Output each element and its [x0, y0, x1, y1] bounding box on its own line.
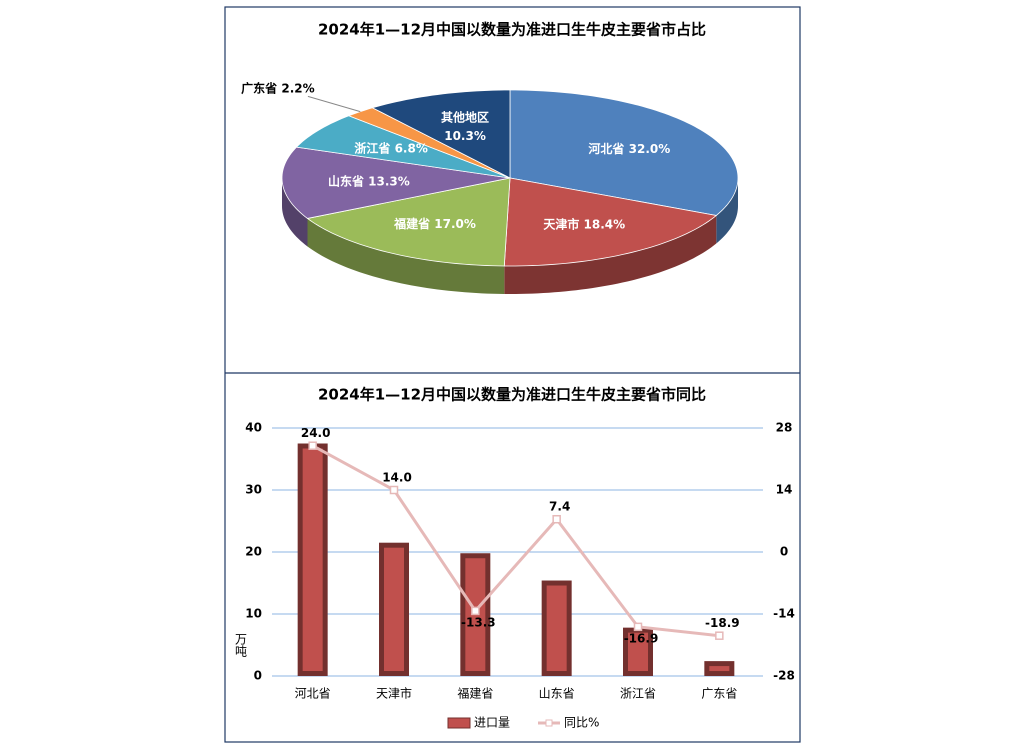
slice-side: [282, 178, 308, 247]
point: [633, 622, 643, 632]
slice-value: 6.8%: [395, 141, 428, 155]
bar-face: [628, 632, 648, 671]
x-tick-label: 浙江省: [620, 687, 656, 701]
slice-value: 17.0%: [434, 217, 476, 231]
x-tick-label: 河北省: [295, 687, 331, 701]
slice: [371, 89, 511, 179]
slice-label: 山东省 13.3%: [328, 173, 410, 188]
line: [311, 444, 720, 638]
slice-label: 福建省 17.0%: [393, 216, 476, 231]
bar-face: [709, 666, 730, 672]
leader-line: [307, 95, 361, 113]
bar-face: [302, 448, 323, 671]
slice: [503, 177, 718, 267]
slice-label: 浙江省 6.8%: [354, 140, 427, 155]
slice-value: 18.4%: [584, 217, 626, 231]
point: [389, 485, 399, 495]
bar-face: [546, 585, 567, 671]
value-label: 14.0: [382, 471, 412, 485]
x-tick-label: 广东省: [701, 687, 737, 701]
slice-value: 13.3%: [368, 174, 410, 188]
y2-tick-label: 14: [776, 483, 793, 497]
legend-marker: [545, 719, 553, 727]
point: [471, 606, 480, 616]
slice-value: 32.0%: [629, 141, 671, 155]
y-axis-label: 万吨: [234, 633, 248, 657]
slice-label: 广东省 2.2%: [241, 80, 314, 95]
bar-face: [384, 547, 404, 671]
y2-tick-label: -28: [773, 669, 795, 683]
slice-category: 天津市: [543, 216, 579, 231]
pie-title: 2024年1—12月中国以数量为准进口生牛皮主要省市占比: [318, 21, 706, 39]
y-tick-label: 0: [254, 669, 262, 683]
slice-label: 天津市 18.4%: [543, 216, 625, 231]
slice: [281, 146, 511, 219]
slice-category: 浙江省: [354, 140, 390, 155]
slice-side: [716, 178, 738, 244]
value-label: -16.9: [624, 631, 659, 645]
value-label: -18.9: [705, 616, 740, 630]
y-tick-label: 20: [245, 545, 262, 559]
x-tick-label: 天津市: [376, 686, 412, 701]
slice: [295, 115, 511, 179]
slice-category: 河北省: [587, 140, 624, 155]
slice-category: 广东省: [241, 80, 277, 95]
x-tick-label: 福建省: [457, 686, 493, 701]
slice-category: 福建省: [393, 216, 430, 231]
x-tick-label: 山东省: [539, 687, 575, 701]
bar-title: 2024年1—12月中国以数量为准进口生牛皮主要省市同比: [318, 386, 706, 404]
legend-label: 同比%: [564, 716, 599, 730]
point: [552, 514, 561, 524]
y-tick-label: 40: [245, 421, 262, 435]
y-tick-label: 30: [245, 483, 262, 497]
slice-side: [307, 218, 505, 294]
value-label: -13.3: [461, 615, 496, 629]
point: [308, 441, 317, 450]
legend-swatch: [447, 717, 471, 729]
slice-side: [504, 215, 717, 294]
y2-tick-label: 0: [780, 545, 788, 559]
y-tick-label: 10: [245, 607, 262, 621]
slice: [509, 89, 739, 216]
slice-value: 10.3%: [444, 129, 486, 143]
legend-label: 进口量: [474, 716, 510, 730]
slice-category: 其他地区: [441, 109, 489, 124]
slice-label: 其他地区: [441, 109, 489, 124]
y2-tick-label: -14: [773, 607, 795, 621]
slice-label: 河北省 32.0%: [587, 140, 670, 155]
value-label: 24.0: [301, 426, 331, 440]
y2-tick-label: 28: [776, 421, 793, 435]
value-label: 7.4: [549, 500, 570, 514]
slice-value: 2.2%: [281, 81, 314, 95]
slice-category: 山东省: [328, 173, 364, 188]
point: [715, 631, 724, 640]
slice: [306, 177, 511, 267]
